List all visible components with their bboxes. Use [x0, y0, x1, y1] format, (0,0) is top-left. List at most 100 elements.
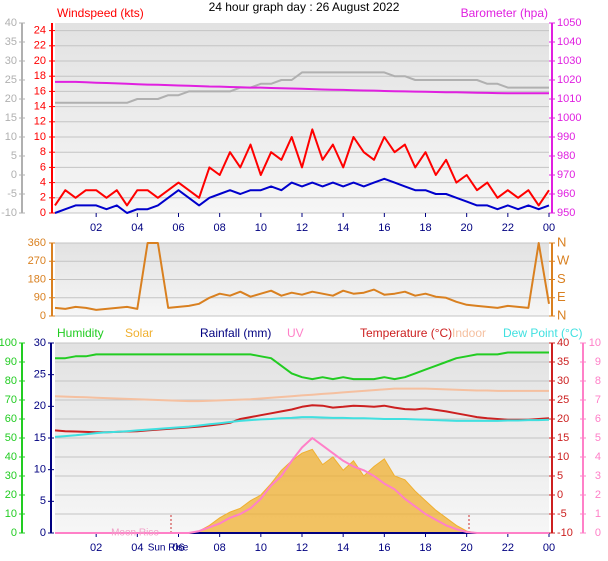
y-tick-label: 22 [34, 40, 46, 52]
y-tick-label: N [557, 234, 566, 249]
y-tick-label: 90 [5, 356, 17, 368]
x-tick-label: 22 [502, 542, 514, 554]
y-tick-label: 12 [34, 116, 46, 128]
series-line [55, 437, 549, 534]
y-tick-label: 3 [595, 470, 601, 482]
series-line [54, 128, 550, 207]
y-tick-label: 1020 [557, 74, 581, 86]
y-tick-label: 20 [557, 413, 569, 425]
y-tick-label: 18 [34, 70, 46, 82]
y-tick-label: 7 [595, 394, 601, 406]
y-tick-label: 5 [557, 470, 563, 482]
y-tick-label: 8 [40, 146, 46, 158]
y-tick-label: 30 [5, 55, 17, 67]
legend-label: Barometer (hpa) [461, 6, 548, 20]
series-line [55, 80, 549, 95]
y-tick-label: 14 [34, 101, 46, 113]
y-tick-label: 24 [34, 25, 46, 37]
y-tick-label: 990 [557, 131, 575, 143]
y-tick-label: 60 [5, 413, 17, 425]
x-tick-label: 12 [296, 542, 308, 554]
y-tick-label: 1030 [557, 55, 581, 67]
x-tick-label: 18 [419, 542, 431, 554]
y-tick-label: 1 [595, 508, 601, 520]
y-tick-label: 0 [40, 527, 46, 539]
x-tick-label: 16 [378, 542, 390, 554]
y-tick-label: 40 [5, 451, 17, 463]
legend-label: Humidity [57, 326, 104, 340]
y-tick-label: 0 [11, 169, 17, 181]
y-tick-label: 2 [595, 489, 601, 501]
x-tick-label: 14 [337, 542, 349, 554]
y-tick-label: -5 [557, 508, 567, 520]
y-tick-label: 90 [34, 292, 46, 304]
x-tick-label: 10 [255, 222, 267, 234]
x-tick-label: 04 [131, 542, 143, 554]
y-tick-label: N [557, 307, 566, 322]
annotation: Moon Rise [111, 528, 159, 539]
y-tick-label: 0 [595, 527, 601, 539]
y-tick-label: 8 [595, 375, 601, 387]
plot-area [55, 23, 549, 213]
x-tick-label: 16 [378, 222, 390, 234]
y-tick-label: 10 [34, 131, 46, 143]
y-tick-label: 960 [557, 188, 575, 200]
x-tick-label: 08 [214, 542, 226, 554]
y-tick-label: 35 [5, 36, 17, 48]
y-tick-label: 1040 [557, 36, 581, 48]
y-tick-label: 25 [557, 394, 569, 406]
y-tick-label: 30 [5, 470, 17, 482]
y-tick-label: 5 [11, 150, 17, 162]
y-tick-label: 1050 [557, 17, 581, 29]
y-tick-label: 970 [557, 169, 575, 181]
y-tick-label: 0 [40, 207, 46, 219]
y-tick-label: 40 [557, 337, 569, 349]
y-tick-label: 20 [34, 55, 46, 67]
x-tick-label: 22 [502, 222, 514, 234]
y-tick-label: 40 [5, 17, 17, 29]
y-tick-label: 2 [40, 192, 46, 204]
y-tick-label: 20 [34, 400, 46, 412]
y-tick-label: 950 [557, 207, 575, 219]
y-tick-label: 10 [5, 508, 17, 520]
legend-label: Indoor [452, 326, 486, 340]
x-tick-label: 02 [90, 542, 102, 554]
y-tick-label: -10 [557, 527, 573, 539]
x-tick-label: 20 [461, 542, 473, 554]
y-tick-label: 5 [595, 432, 601, 444]
y-tick-label: 270 [28, 255, 46, 267]
x-tick-label: 10 [255, 542, 267, 554]
y-tick-label: 15 [5, 112, 17, 124]
y-tick-label: 10 [557, 451, 569, 463]
y-tick-label: 16 [34, 85, 46, 97]
legend-label: Temperature (°C) [360, 326, 452, 340]
y-tick-label: 80 [5, 375, 17, 387]
y-tick-label: 4 [40, 177, 46, 189]
y-tick-label: 25 [5, 74, 17, 86]
y-tick-label: 10 [589, 337, 601, 349]
y-tick-label: S [557, 271, 566, 286]
y-tick-label: 50 [5, 432, 17, 444]
legend-label: Solar [125, 326, 153, 340]
y-tick-label: 15 [34, 432, 46, 444]
series-line [55, 71, 549, 104]
series-line [55, 351, 549, 381]
y-tick-label: 1010 [557, 93, 581, 105]
y-tick-label: 6 [40, 161, 46, 173]
y-tick-label: 5 [40, 495, 46, 507]
y-tick-label: E [557, 289, 566, 304]
annotation: Sun Rise [148, 543, 189, 554]
y-tick-label: 10 [5, 131, 17, 143]
x-tick-label: 04 [131, 222, 143, 234]
y-tick-label: 30 [34, 337, 46, 349]
y-tick-label: 70 [5, 394, 17, 406]
y-tick-label: 20 [5, 489, 17, 501]
y-tick-label: W [557, 253, 570, 268]
x-tick-label: 06 [172, 542, 184, 554]
y-tick-label: 10 [34, 464, 46, 476]
y-tick-label: 9 [595, 356, 601, 368]
y-tick-label: 6 [595, 413, 601, 425]
x-tick-label: 14 [337, 222, 349, 234]
y-tick-label: 360 [28, 237, 46, 249]
y-tick-label: 0 [11, 527, 17, 539]
